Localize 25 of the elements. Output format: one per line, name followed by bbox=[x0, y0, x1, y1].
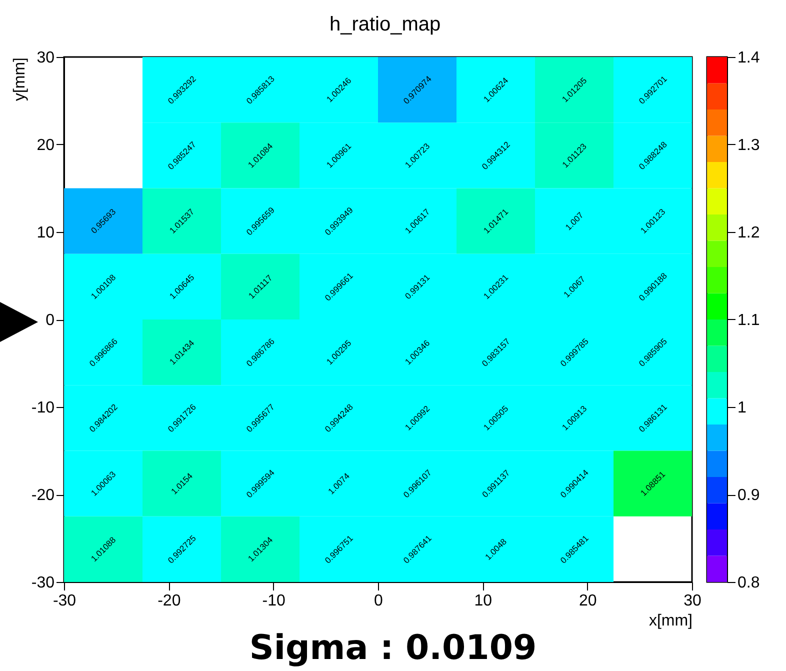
y-axis-title: y[mm] bbox=[11, 58, 28, 102]
y-tick-label: -10 bbox=[31, 400, 55, 416]
y-tick-label: 10 bbox=[36, 224, 55, 242]
x-tick-label: 30 bbox=[684, 592, 702, 610]
color-bar-label: 1.2 bbox=[738, 224, 760, 242]
y-tick-label: 20 bbox=[36, 137, 55, 154]
x-tick-label: -20 bbox=[158, 592, 181, 610]
x-tick-label: 10 bbox=[474, 592, 492, 610]
x-tick-label: -10 bbox=[262, 592, 286, 610]
x-tick-label: 0 bbox=[374, 592, 384, 610]
color-bar-label: 0.9 bbox=[738, 487, 760, 504]
chart-title: h_ratio_map bbox=[329, 13, 441, 36]
x-tick-label: 20 bbox=[578, 592, 597, 610]
y-tick-label: -30 bbox=[31, 574, 55, 592]
color-bar-label: 0.8 bbox=[738, 574, 760, 592]
x-axis-title: x[mm] bbox=[648, 612, 692, 630]
color-bar-label: 1.3 bbox=[738, 137, 760, 154]
y-tick-label: 0 bbox=[46, 312, 55, 329]
text: Sigma : 0.0109 bbox=[248, 628, 538, 668]
color-bar-label: 1.1 bbox=[738, 312, 760, 329]
y-tick-label: 30 bbox=[36, 50, 55, 66]
color-bar-label: 1 bbox=[738, 400, 746, 416]
color-bar-label: 1.4 bbox=[738, 50, 760, 66]
x-tick-label: -30 bbox=[52, 592, 76, 610]
y-tick-label: -20 bbox=[31, 487, 55, 504]
